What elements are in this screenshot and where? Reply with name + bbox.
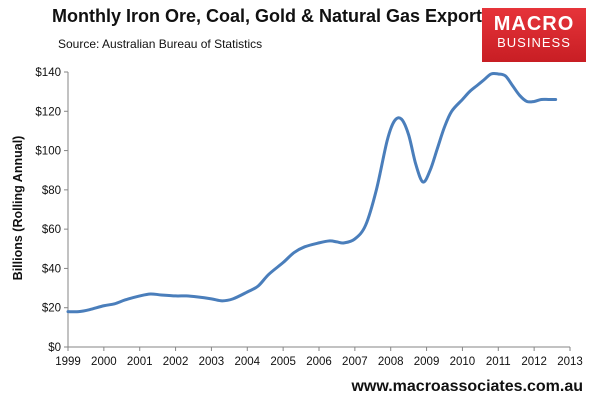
y-tick-label: $80 — [42, 185, 61, 197]
logo-line-1: MACRO — [493, 13, 575, 35]
y-tick-label: $60 — [42, 224, 61, 236]
series-layer — [66, 71, 558, 314]
x-axis: 1999 2000 2001 2002 2003 2004 2005 2006 2007 2008… — [55, 346, 583, 368]
macro-business-logo: MACRO BUSINESS — [482, 8, 586, 62]
x-tick-label: 2006 — [306, 356, 332, 368]
logo-line-2: BUSINESS — [497, 35, 571, 50]
series-line-0 — [66, 71, 558, 314]
y-axis-label: Billions (Rolling Annual) — [11, 136, 25, 281]
x-tick-label: 1999 — [55, 356, 81, 368]
x-tick-label: 2013 — [557, 356, 583, 368]
x-tick-label: 2007 — [342, 356, 368, 368]
x-tick-label: 2012 — [521, 356, 547, 368]
y-axis: $0 $20 $40 $60 $80 $100 $120 $140 — [35, 67, 69, 354]
x-tick-label: 2004 — [234, 356, 260, 368]
website-url: www.macroassociates.com.au — [351, 378, 583, 395]
x-tick-label: 2003 — [199, 356, 225, 368]
x-tick-label: 2008 — [378, 356, 404, 368]
chart-title: Monthly Iron Ore, Coal, Gold & Natural G… — [52, 6, 493, 26]
x-tick-label: 2002 — [163, 356, 189, 368]
y-tick-label: $120 — [35, 106, 61, 118]
x-tick-label: 2005 — [270, 356, 296, 368]
x-tick-label: 2001 — [127, 356, 153, 368]
y-tick-label: $40 — [42, 263, 61, 275]
x-tick-label: 2009 — [414, 356, 440, 368]
x-tick-label: 2011 — [486, 356, 511, 368]
y-tick-label: $0 — [48, 342, 61, 354]
source-note: Source: Australian Bureau of Statistics — [58, 37, 263, 51]
x-tick-label: 2010 — [450, 356, 476, 368]
y-tick-label: $100 — [35, 146, 61, 158]
y-tick-label: $20 — [42, 303, 61, 315]
x-tick-label: 2000 — [91, 356, 117, 368]
y-tick-label: $140 — [35, 67, 61, 79]
